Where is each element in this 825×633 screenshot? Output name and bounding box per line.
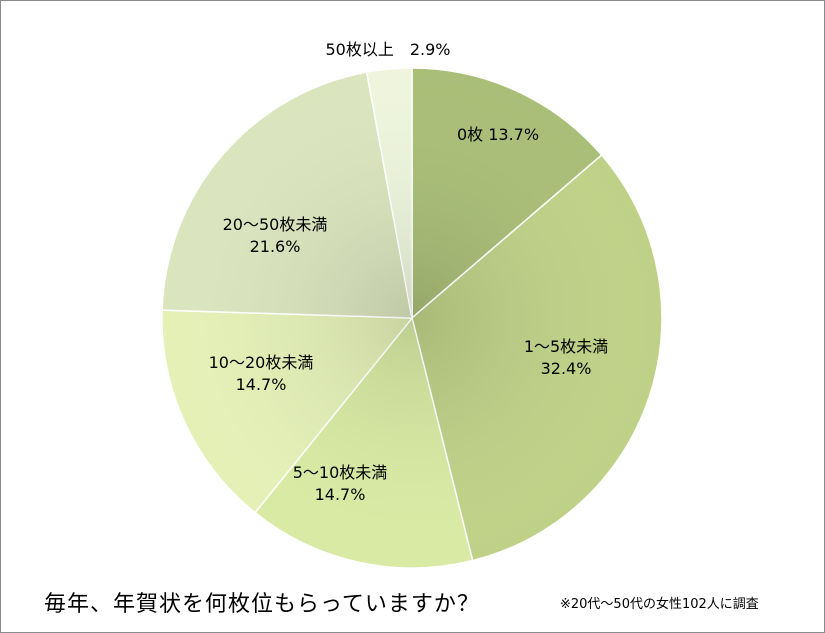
slice-label: 50枚以上 2.9% <box>325 40 450 59</box>
pie-slice-shade <box>412 68 602 318</box>
survey-note: ※20代〜50代の女性102人に調査 <box>560 597 759 612</box>
pie-slice-shade <box>161 310 412 513</box>
pie-slice-shade <box>366 68 412 318</box>
slice-label: 0枚 13.7% <box>457 125 539 144</box>
pie-slice-shade <box>412 155 662 561</box>
pie-labels: 0枚 13.7%1〜5枚未満 32.4%5〜10枚未満 14.7%10〜20枚未満 1… <box>209 40 609 504</box>
chart-title: 毎年、年賀状を何枚位もらっていますか？ <box>44 592 480 617</box>
slice-label: 20〜50枚未満 21.6% <box>223 215 328 256</box>
slice-percent: 14.7% <box>236 375 287 394</box>
pie-slices <box>161 67 663 569</box>
slice-label: 10〜20枚未満 14.7% <box>209 353 314 394</box>
slice-category: 20〜50枚未満 <box>223 215 328 234</box>
pie-slice-shade <box>162 72 412 318</box>
slice-category: 10〜20枚未満 <box>209 353 314 372</box>
slice-percent: 14.7% <box>315 485 366 504</box>
slice-label: 1〜5枚未満 32.4% <box>524 337 608 378</box>
slice-category: 5〜10枚未満 <box>293 463 388 482</box>
slice-percent: 21.6% <box>250 237 301 256</box>
slice-category: 1〜5枚未満 <box>524 337 608 356</box>
slice-label: 5〜10枚未満 14.7% <box>293 463 388 504</box>
slice-percent: 32.4% <box>541 359 592 378</box>
pie-slice-shade <box>255 318 473 568</box>
